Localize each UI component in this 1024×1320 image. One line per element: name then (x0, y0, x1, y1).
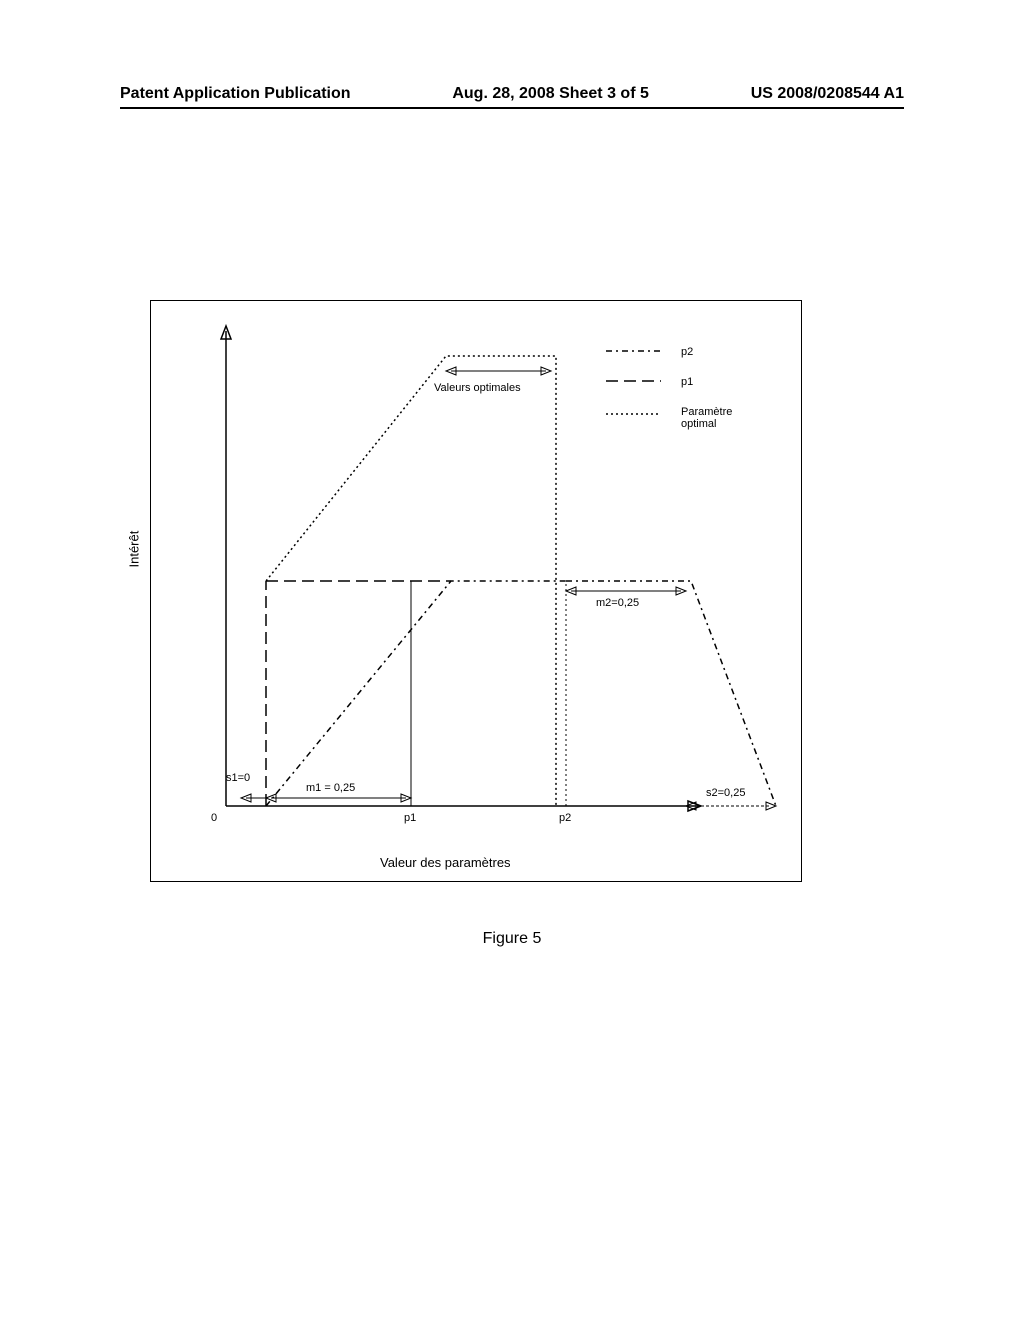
header-patent-number: US 2008/0208544 A1 (751, 85, 904, 103)
header-date-sheet: Aug. 28, 2008 Sheet 3 of 5 (452, 85, 649, 103)
legend-p1-label: p1 (681, 376, 693, 388)
legend-optimal-label-2: optimal (681, 418, 716, 430)
p2-curve-plateau-fall (566, 581, 776, 806)
figure-label: Figure 5 (0, 930, 1024, 948)
s1-label: s1=0 (226, 772, 250, 784)
p2-curve-rise-plateau (266, 581, 566, 806)
origin-label: 0 (211, 812, 217, 824)
p1-tick-label: p1 (404, 812, 416, 824)
header-publication: Patent Application Publication (120, 85, 351, 103)
s2-label: s2=0,25 (706, 787, 745, 799)
legend-p2-label: p2 (681, 346, 693, 358)
valeurs-optimales-label: Valeurs optimales (434, 382, 521, 394)
m1-label: m1 = 0,25 (306, 782, 355, 794)
y-axis-label: Intérêt (127, 531, 142, 568)
p2-tick-label: p2 (559, 812, 571, 824)
chart-svg: 0 p1 p2 Valeurs optimales s1=0 (151, 301, 801, 881)
m2-label: m2=0,25 (596, 597, 639, 609)
figure-container: 0 p1 p2 Valeurs optimales s1=0 (150, 300, 802, 882)
legend-optimal-label-1: Paramètre (681, 406, 732, 418)
header-divider (120, 107, 904, 109)
